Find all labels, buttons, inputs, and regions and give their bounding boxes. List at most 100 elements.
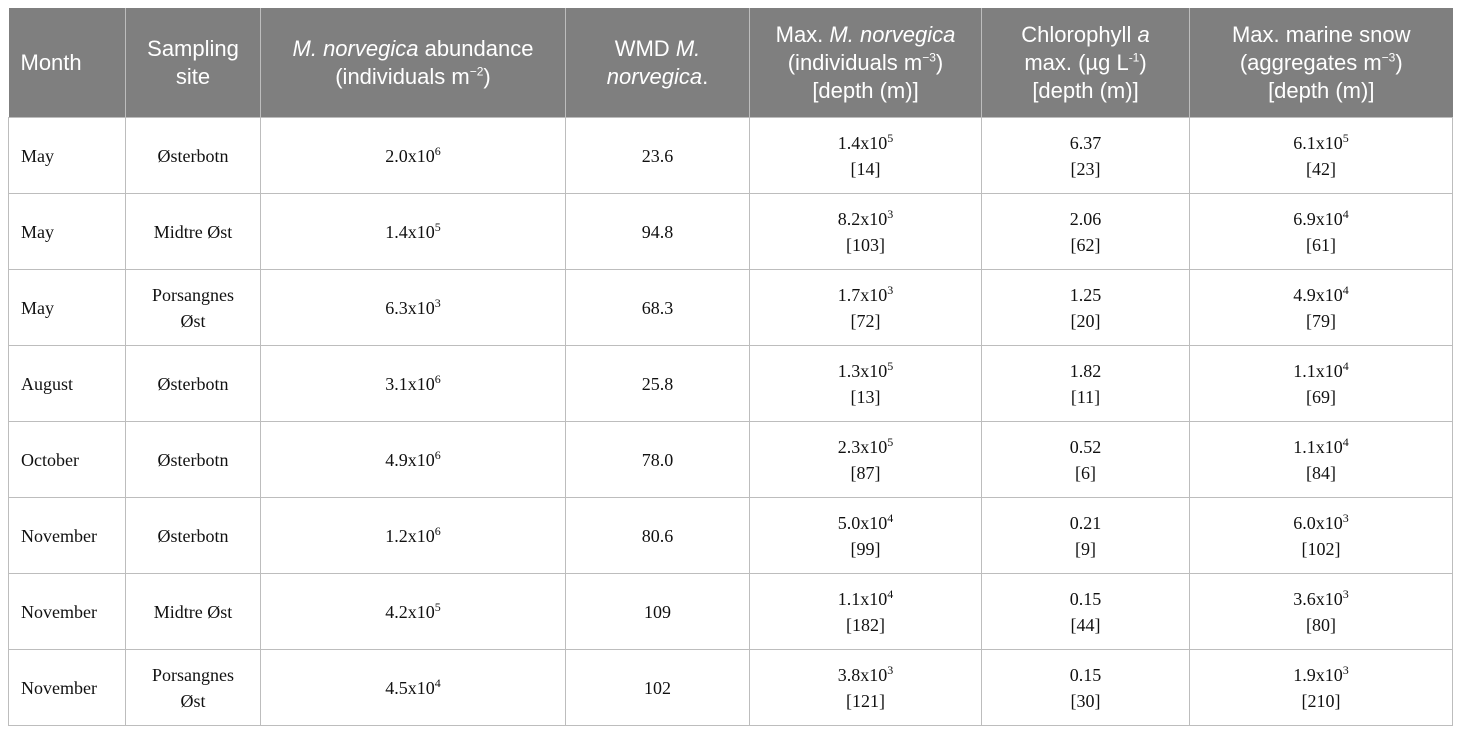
data-table: Month Sampling site M. norvegica abundan… bbox=[8, 8, 1453, 726]
month-value: May bbox=[21, 297, 54, 318]
chl-depth: [20] bbox=[1070, 310, 1101, 331]
month-value: May bbox=[21, 145, 54, 166]
header-row: Month Sampling site M. norvegica abundan… bbox=[8, 8, 1453, 118]
cell-max-norvegica: 5.0x104 [99] bbox=[749, 497, 982, 574]
header-max-depth: [depth (m)] bbox=[812, 77, 919, 103]
month-value: November bbox=[21, 525, 97, 546]
header-abundance-word: abundance bbox=[418, 35, 534, 61]
header-snow-unit: (aggregates m bbox=[1239, 49, 1382, 75]
site-line1: Østerbotn bbox=[157, 373, 229, 394]
table-row: November Østerbotn 1.2x106 80.6 5.0x104 [99] 0… bbox=[8, 497, 1453, 574]
wmd-value: 23.6 bbox=[641, 145, 674, 166]
abundance-mantissa: 4.2x10 bbox=[385, 601, 435, 622]
cell-month: May bbox=[8, 269, 126, 346]
snow-depth: [210] bbox=[1301, 690, 1341, 711]
cell-chlorophyll: 0.15 [30] bbox=[981, 649, 1190, 726]
header-wmd-line2: norvegica. bbox=[572, 63, 743, 91]
abundance-exponent: 3 bbox=[434, 295, 441, 310]
chl-value: 0.52 bbox=[1069, 436, 1102, 457]
max-mantissa: 1.3x10 bbox=[837, 360, 888, 381]
cell-marine-snow: 3.6x103 [80] bbox=[1189, 573, 1453, 650]
cell-marine-snow: 6.1x105 [42] bbox=[1189, 117, 1453, 194]
abundance-mantissa: 6.3x10 bbox=[385, 297, 435, 318]
cell-max-norvegica: 3.8x103 [121] bbox=[749, 649, 982, 726]
abundance-mantissa: 3.1x10 bbox=[385, 373, 435, 394]
cell-site: Østerbotn bbox=[125, 421, 261, 498]
cell-wmd: 102 bbox=[565, 649, 750, 726]
cell-abundance: 2.0x106 bbox=[260, 117, 566, 194]
max-mantissa: 1.1x10 bbox=[837, 588, 888, 609]
header-abundance-unit-close: ) bbox=[483, 63, 491, 89]
max-exponent: 5 bbox=[887, 130, 894, 145]
site-line2: Øst bbox=[180, 310, 206, 331]
header-snow-unit-exp: −3 bbox=[1381, 50, 1396, 65]
abundance-exponent: 5 bbox=[434, 599, 441, 614]
wmd-value: 25.8 bbox=[641, 373, 674, 394]
snow-depth: [84] bbox=[1306, 462, 1336, 483]
max-depth: [72] bbox=[850, 310, 881, 331]
cell-month: November bbox=[8, 649, 126, 726]
snow-exponent: 3 bbox=[1342, 662, 1349, 677]
site-line2: Øst bbox=[180, 690, 206, 711]
header-month-label: Month bbox=[20, 49, 82, 75]
header-site-line2: site bbox=[175, 63, 211, 89]
month-value: October bbox=[21, 449, 79, 470]
cell-site: Midtre Øst bbox=[125, 573, 261, 650]
header-snow-unit-close: ) bbox=[1395, 49, 1403, 75]
site-line1: Østerbotn bbox=[157, 449, 229, 470]
cell-max-norvegica: 2.3x105 [87] bbox=[749, 421, 982, 498]
abundance-mantissa: 1.4x10 bbox=[385, 221, 435, 242]
cell-marine-snow: 4.9x104 [79] bbox=[1189, 269, 1453, 346]
cell-chlorophyll: 2.06 [62] bbox=[981, 193, 1190, 270]
chl-value: 2.06 bbox=[1069, 208, 1102, 229]
snow-mantissa: 1.1x10 bbox=[1293, 360, 1343, 381]
cell-wmd: 109 bbox=[565, 573, 750, 650]
max-depth: [121] bbox=[846, 690, 885, 711]
header-month: Month bbox=[8, 8, 126, 118]
header-max-unit-exp: −3 bbox=[922, 50, 936, 65]
chl-depth: [23] bbox=[1070, 158, 1101, 179]
header-chl-line2: max. (µg L-1) bbox=[988, 49, 1183, 77]
cell-chlorophyll: 0.15 [44] bbox=[981, 573, 1190, 650]
max-mantissa: 1.7x10 bbox=[837, 284, 888, 305]
cell-abundance: 4.2x105 bbox=[260, 573, 566, 650]
cell-abundance: 1.2x106 bbox=[260, 497, 566, 574]
header-chl-depth: [depth (m)] bbox=[1032, 77, 1139, 103]
max-exponent: 3 bbox=[887, 206, 894, 221]
cell-chlorophyll: 1.25 [20] bbox=[981, 269, 1190, 346]
cell-marine-snow: 1.9x103 [210] bbox=[1189, 649, 1453, 726]
header-wmd: WMD M. norvegica. bbox=[565, 8, 750, 118]
snow-exponent: 5 bbox=[1342, 130, 1349, 145]
cell-month: August bbox=[8, 345, 126, 422]
max-exponent: 4 bbox=[887, 510, 894, 525]
max-exponent: 3 bbox=[887, 282, 894, 297]
header-chl-word: Chlorophyll bbox=[1021, 21, 1138, 47]
cell-wmd: 78.0 bbox=[565, 421, 750, 498]
max-depth: [13] bbox=[850, 386, 881, 407]
chl-value: 6.37 bbox=[1069, 132, 1102, 153]
cell-chlorophyll: 6.37 [23] bbox=[981, 117, 1190, 194]
cell-abundance: 4.9x106 bbox=[260, 421, 566, 498]
cell-max-norvegica: 1.7x103 [72] bbox=[749, 269, 982, 346]
header-abundance-unit: (individuals m bbox=[335, 63, 470, 89]
cell-month: November bbox=[8, 573, 126, 650]
table-row: August Østerbotn 3.1x106 25.8 1.3x105 [13] 1.8… bbox=[8, 345, 1453, 422]
header-marine-snow: Max. marine snow (aggregates m−3) [depth… bbox=[1189, 8, 1453, 118]
table-body: May Østerbotn 2.0x106 23.6 1.4x105 [14] 6.37 [2… bbox=[8, 117, 1453, 726]
header-wmd-line1: WMD M. bbox=[572, 35, 743, 63]
chl-value: 0.15 bbox=[1069, 588, 1102, 609]
cell-chlorophyll: 1.82 [11] bbox=[981, 345, 1190, 422]
cell-site: Porsangnes Øst bbox=[125, 269, 261, 346]
header-chl-unit-close: ) bbox=[1139, 49, 1147, 75]
header-wmd-genus: M. bbox=[675, 35, 701, 61]
snow-mantissa: 1.1x10 bbox=[1293, 436, 1343, 457]
cell-max-norvegica: 1.3x105 [13] bbox=[749, 345, 982, 422]
table-row: November Midtre Øst 4.2x105 109 1.1x104 [182]… bbox=[8, 573, 1453, 650]
snow-mantissa: 3.6x10 bbox=[1293, 588, 1343, 609]
header-snow-depth: [depth (m)] bbox=[1268, 77, 1375, 103]
header-chl-unit-exp: -1 bbox=[1128, 50, 1140, 65]
max-depth: [87] bbox=[850, 462, 881, 483]
abundance-exponent: 5 bbox=[434, 219, 441, 234]
max-mantissa: 1.4x10 bbox=[837, 132, 888, 153]
abundance-mantissa: 4.5x10 bbox=[385, 677, 435, 698]
